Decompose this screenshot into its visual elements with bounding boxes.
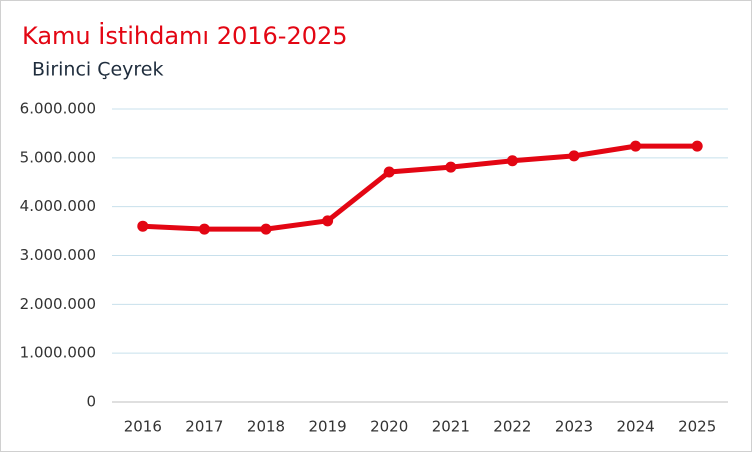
y-tick-label: 0 [86,393,96,411]
y-tick-label: 1.000.000 [20,344,96,362]
data-point [445,161,457,173]
x-tick-label: 2019 [309,418,347,436]
data-point [260,223,272,235]
data-line [142,143,698,232]
y-tick-label: 3.000.000 [20,246,96,264]
data-point [198,223,210,235]
x-tick-label: 2022 [493,418,531,436]
data-point [691,140,703,152]
data-point [137,220,149,232]
data-point [383,166,395,178]
y-tick-label: 5.000.000 [20,148,96,166]
x-tick-label: 2017 [185,418,223,436]
chart-subtitle: Birinci Çeyrek [32,59,164,81]
x-tick-label: 2018 [247,418,285,436]
x-tick-label: 2025 [678,418,716,436]
x-tick-label: 2020 [370,418,408,436]
x-tick-label: 2024 [617,418,655,436]
data-point [568,150,580,162]
x-tick-label: 2016 [124,418,162,436]
data-point [630,140,642,152]
chart-title: Kamu İstihdamı 2016-2025 [22,21,348,50]
y-tick-label: 2.000.000 [20,295,96,313]
y-tick-label: 4.000.000 [20,197,96,215]
x-tick-label: 2021 [432,418,470,436]
y-tick-label: 6.000.000 [20,100,96,118]
data-point [506,155,518,167]
x-tick-label: 2023 [555,418,593,436]
data-point [322,215,334,227]
